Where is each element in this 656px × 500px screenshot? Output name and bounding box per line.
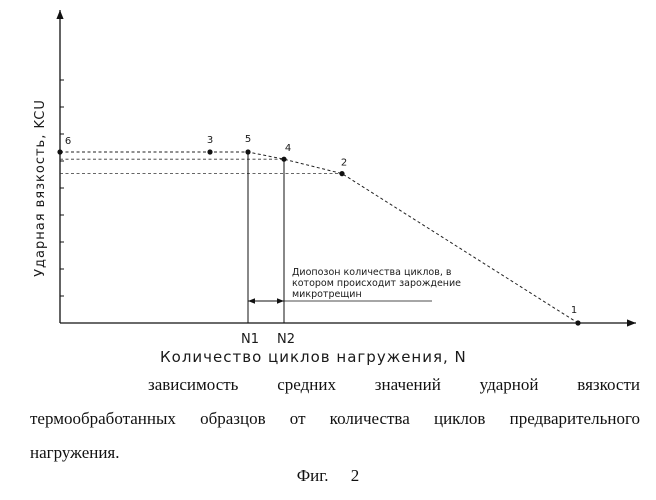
data-point [207, 149, 213, 155]
data-curve [60, 151, 579, 324]
annotation-line: Диопозон количества циклов, в [292, 267, 452, 278]
point-label: 6 [65, 136, 71, 147]
x-tick-label: N2 [277, 332, 295, 347]
figure-caption: зависимость средних значений ударной вяз… [30, 375, 640, 462]
x-axis-label: Количество циклов нагружения, N [160, 348, 467, 366]
data-point [339, 171, 345, 177]
y-axis-label: Ударная вязкость, KCU [33, 99, 48, 277]
data-point [575, 320, 581, 326]
annotation-line: котором происходит зарождение [292, 278, 461, 289]
x-tick-label: N1 [241, 332, 259, 347]
data-point [281, 156, 287, 162]
y-ticks [60, 79, 64, 324]
figure-label: Фиг. 2 [296, 466, 360, 485]
data-points: 6 3 5 4 2 1 [57, 134, 581, 326]
point-label: 5 [245, 134, 251, 145]
chart: 6 3 5 4 2 1 N1 N2 Диопозон количества циклов, … [33, 10, 636, 366]
x-tick-labels: N1 N2 [241, 332, 295, 347]
annotation-line: микротрещин [292, 289, 362, 300]
data-point [57, 149, 63, 155]
data-point [245, 149, 251, 155]
point-label: 1 [571, 305, 577, 316]
point-label: 2 [341, 158, 347, 169]
axes [56, 10, 636, 327]
point-label: 4 [285, 143, 291, 154]
point-label: 3 [207, 135, 213, 146]
